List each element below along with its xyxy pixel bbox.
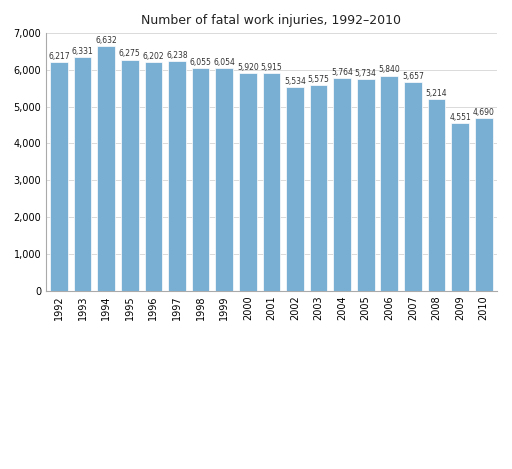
Text: 6,331: 6,331 (72, 47, 94, 56)
Bar (380, 76, 398, 291)
Text: 5,764: 5,764 (331, 68, 353, 77)
Bar (357, 79, 375, 291)
Text: 4,551: 4,551 (449, 113, 471, 122)
Text: 5,734: 5,734 (355, 69, 377, 78)
Text: 5,915: 5,915 (261, 63, 282, 72)
Bar (50, 62, 68, 291)
Bar (144, 62, 162, 291)
Bar (121, 60, 139, 291)
Bar (333, 78, 351, 291)
Text: 6,238: 6,238 (166, 51, 188, 60)
Bar (168, 61, 186, 291)
Text: 6,275: 6,275 (119, 49, 141, 59)
Text: 4,690: 4,690 (473, 108, 495, 117)
Text: 5,920: 5,920 (237, 62, 259, 71)
Text: 6,202: 6,202 (143, 52, 164, 61)
Text: 5,657: 5,657 (402, 72, 424, 81)
Text: 5,534: 5,534 (284, 77, 306, 86)
Text: 6,217: 6,217 (48, 52, 70, 61)
Bar (192, 68, 209, 291)
Bar (451, 123, 469, 291)
Bar (74, 58, 92, 291)
Bar (428, 98, 445, 291)
Bar (475, 118, 493, 291)
Bar (286, 87, 304, 291)
Text: 6,055: 6,055 (189, 58, 211, 67)
Text: 5,214: 5,214 (425, 89, 447, 98)
Bar (263, 73, 280, 291)
Text: 6,632: 6,632 (95, 36, 117, 45)
Text: 5,575: 5,575 (308, 75, 330, 84)
Title: Number of fatal work injuries, 1992–2010: Number of fatal work injuries, 1992–2010 (141, 15, 401, 28)
Bar (97, 46, 115, 291)
Text: 6,054: 6,054 (213, 58, 235, 67)
Bar (404, 83, 422, 291)
Text: 5,840: 5,840 (378, 66, 400, 75)
Bar (310, 85, 327, 291)
Bar (216, 68, 233, 291)
Bar (239, 73, 257, 291)
